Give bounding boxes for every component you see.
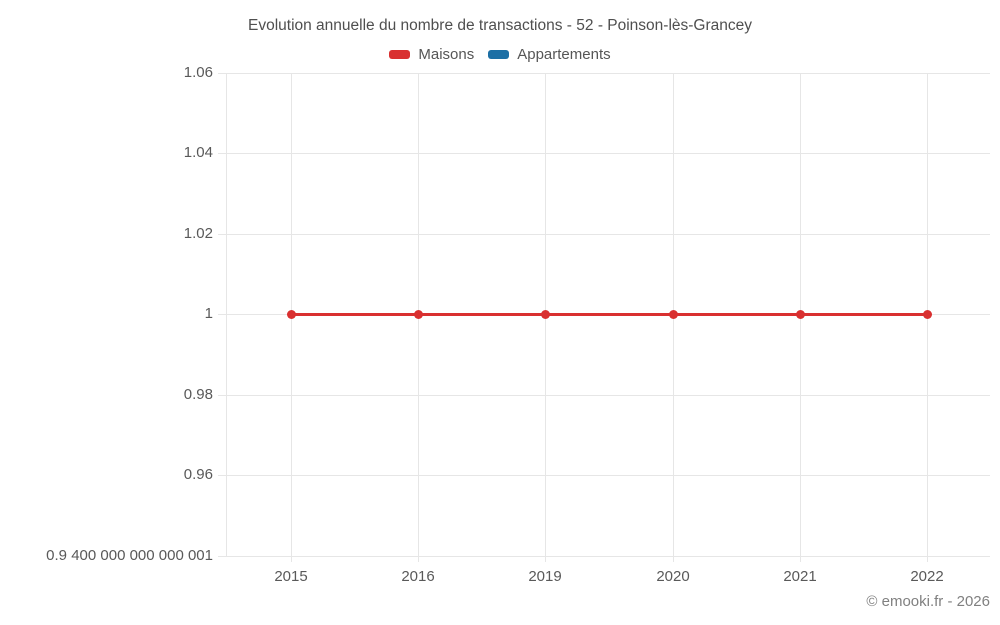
y-tick-label: 1.06 <box>183 64 213 81</box>
data-point-2020[interactable] <box>668 310 678 319</box>
y-gridline <box>218 73 990 74</box>
data-point-2021[interactable] <box>795 310 805 319</box>
plot-left-border <box>226 73 227 556</box>
x-axis-line <box>218 556 990 557</box>
appartements-swatch-icon <box>488 50 510 59</box>
legend-label-maisons: Maisons <box>418 46 475 63</box>
x-tick-label: 2016 <box>401 568 435 585</box>
maisons-series-line <box>291 313 927 316</box>
y-gridline <box>218 153 990 154</box>
legend-label-appartements: Appartements <box>517 46 611 63</box>
x-tick-label: 2021 <box>783 568 817 585</box>
legend-item-appartements[interactable]: Appartements <box>488 46 611 63</box>
x-tick-label: 2015 <box>274 568 308 585</box>
legend: Maisons Appartements <box>0 46 1000 63</box>
x-tick-label: 2020 <box>656 568 690 585</box>
y-tick-label: 1.02 <box>183 225 213 242</box>
data-point-2022[interactable] <box>922 310 932 319</box>
y-gridline <box>218 234 990 235</box>
y-tick-label: 1.04 <box>183 144 213 161</box>
maisons-swatch-icon <box>389 50 411 59</box>
y-gridline <box>218 475 990 476</box>
legend-item-maisons[interactable]: Maisons <box>389 46 474 63</box>
y-tick-label: 1 <box>204 305 213 322</box>
data-point-2019[interactable] <box>540 310 550 319</box>
data-point-2015[interactable] <box>286 310 296 319</box>
y-tick-label: 0.98 <box>183 386 213 403</box>
y-tick-label: 0.9 400 000 000 000 001 <box>46 547 213 564</box>
x-tick-label: 2022 <box>910 568 944 585</box>
data-point-2016[interactable] <box>413 310 423 319</box>
x-tick-label: 2019 <box>528 568 562 585</box>
chart-title: Evolution annuelle du nombre de transact… <box>247 17 753 34</box>
y-gridline <box>218 395 990 396</box>
copyright-text: © emooki.fr - 2026 <box>866 593 990 610</box>
y-tick-label: 0.96 <box>183 466 213 483</box>
